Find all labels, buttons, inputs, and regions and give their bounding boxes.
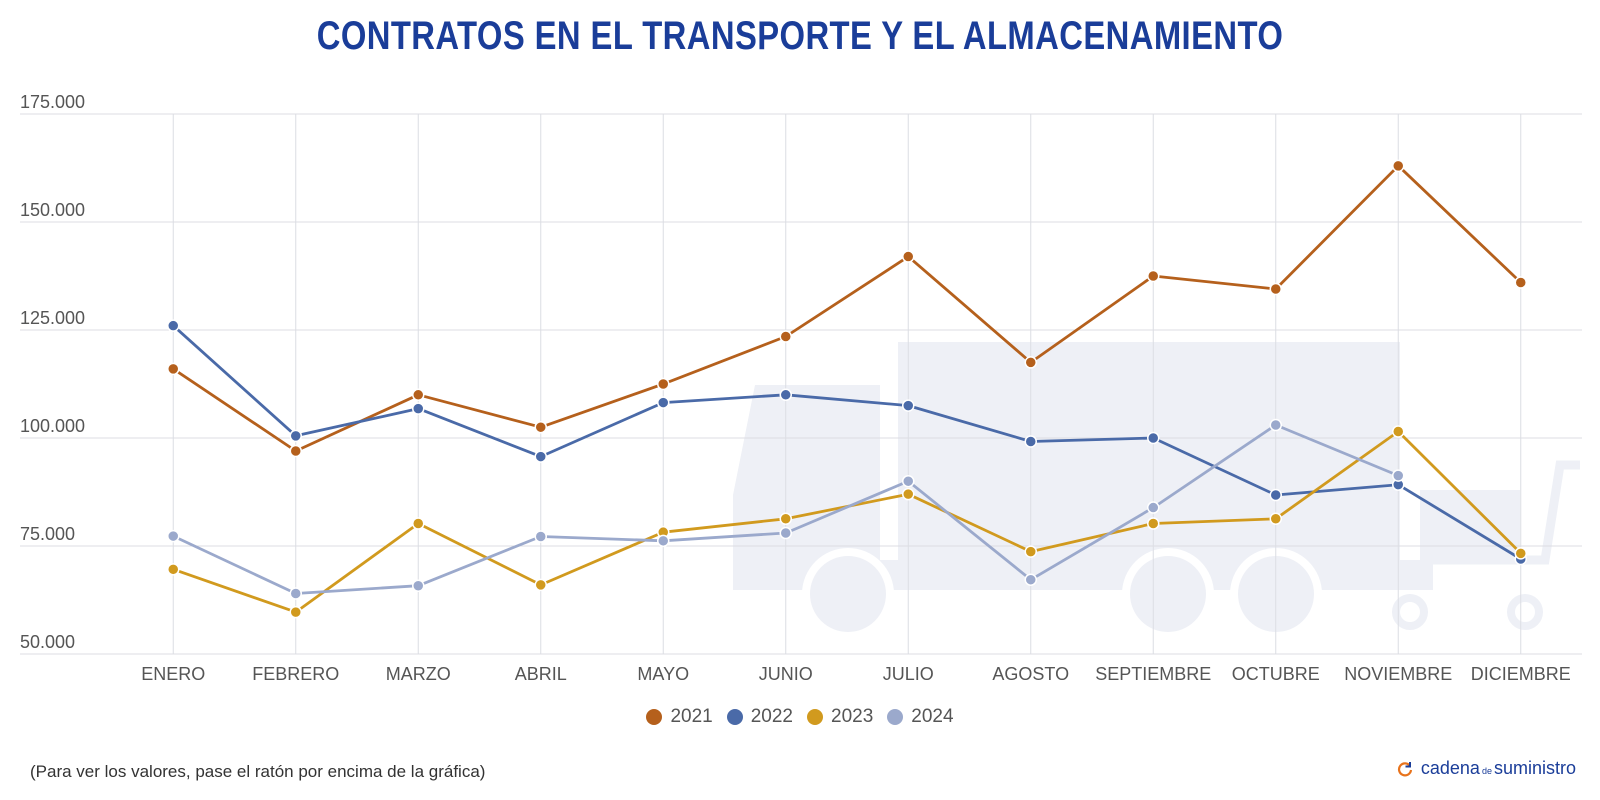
y-tick-label: 50.000 [20, 632, 75, 652]
data-point[interactable] [1269, 488, 1282, 502]
data-point[interactable] [1392, 159, 1405, 173]
y-tick-label: 100.000 [20, 416, 85, 436]
data-point[interactable] [779, 512, 792, 526]
data-point[interactable] [902, 487, 915, 501]
legend-item-2023[interactable]: 2023 [807, 706, 873, 728]
legend-marker [726, 709, 743, 725]
data-point[interactable] [657, 377, 670, 391]
data-point[interactable] [412, 517, 425, 530]
data-point[interactable] [1024, 573, 1037, 586]
y-tick-label: 125.000 [20, 308, 85, 328]
x-tick-label: MAYO [637, 664, 689, 684]
data-point[interactable] [657, 396, 670, 409]
legend-label: 2021 [670, 706, 713, 727]
legend-item-2022[interactable]: 2022 [726, 706, 793, 728]
data-point[interactable] [902, 250, 915, 263]
x-tick-label: ABRIL [515, 664, 567, 684]
data-point[interactable] [1514, 547, 1527, 560]
x-tick-label: JULIO [883, 664, 934, 684]
data-point[interactable] [779, 526, 792, 540]
data-point[interactable] [1024, 545, 1037, 558]
series-line[interactable] [172, 164, 1522, 453]
series-2024[interactable] [167, 418, 1405, 600]
data-point[interactable] [167, 529, 180, 543]
refresh-icon [1397, 761, 1412, 776]
data-point[interactable] [902, 399, 915, 412]
data-point[interactable] [902, 474, 915, 488]
data-point[interactable] [1269, 418, 1282, 432]
legend-label: 2024 [911, 706, 954, 727]
data-point[interactable] [779, 388, 792, 402]
brand-logo[interactable]: cadena de suministro [1397, 758, 1576, 779]
data-point[interactable] [534, 578, 547, 592]
data-point[interactable] [1147, 269, 1160, 283]
y-tick-label: 150.000 [20, 200, 85, 220]
data-point[interactable] [167, 362, 180, 376]
data-point[interactable] [1024, 435, 1037, 448]
y-tick-label: 175.000 [20, 92, 85, 112]
data-point[interactable] [289, 605, 302, 619]
legend-marker [887, 709, 904, 725]
legend-item-2024[interactable]: 2024 [887, 706, 954, 728]
x-axis: ENERO FEBRERO MARZO ABRIL MAYO JUNIO JULIO AGOS… [141, 664, 1571, 684]
series-2021[interactable] [167, 159, 1527, 458]
data-point[interactable] [534, 450, 547, 463]
series-line[interactable] [172, 324, 1522, 561]
data-point[interactable] [1024, 356, 1037, 369]
grid-lines [20, 113, 1582, 655]
data-point[interactable] [1269, 282, 1282, 296]
data-point[interactable] [657, 534, 670, 548]
footnote: (Para ver los valores, pase el ratón por… [30, 762, 486, 781]
brand-text-de: de [1481, 766, 1492, 776]
data-point[interactable] [167, 563, 180, 576]
data-point[interactable] [289, 587, 302, 600]
legend-label: 2022 [750, 706, 793, 727]
y-axis: 50.000 75.000 100.000 125.000 150.000 175.000 [20, 92, 85, 652]
data-point[interactable] [1514, 276, 1527, 289]
chart-title: CONTRATOS EN EL TRANSPORTE Y EL ALMACENA… [316, 14, 1284, 58]
data-point[interactable] [412, 402, 425, 415]
legend-label: 2023 [831, 706, 874, 727]
x-tick-label: NOVIEMBRE [1344, 664, 1452, 684]
data-point[interactable] [534, 420, 547, 434]
legend: 2021 2022 2023 2024 [0, 706, 1600, 728]
data-point[interactable] [1147, 501, 1160, 514]
series-group[interactable] [167, 159, 1527, 619]
x-tick-label: JUNIO [759, 664, 813, 684]
x-tick-label: FEBRERO [252, 664, 339, 684]
data-point[interactable] [779, 330, 792, 343]
legend-marker [646, 709, 663, 725]
data-point[interactable] [412, 579, 425, 592]
data-point[interactable] [1269, 512, 1282, 526]
truck-watermark-icon [733, 342, 1580, 640]
data-point[interactable] [1147, 517, 1160, 530]
data-point[interactable] [289, 444, 302, 458]
x-tick-label: DICIEMBRE [1471, 664, 1571, 684]
data-point[interactable] [167, 319, 180, 332]
series-2022[interactable] [167, 319, 1527, 566]
data-point[interactable] [412, 388, 425, 402]
x-tick-label: MARZO [386, 664, 451, 684]
x-tick-label: AGOSTO [992, 664, 1069, 684]
x-tick-label: SEPTIEMBRE [1095, 664, 1211, 684]
data-point[interactable] [1392, 425, 1405, 438]
legend-marker [807, 709, 823, 725]
data-point[interactable] [289, 429, 302, 443]
brand-text-suministro: suministro [1493, 758, 1576, 778]
data-point[interactable] [1147, 431, 1160, 445]
brand-text-cadena: cadena [1420, 758, 1480, 778]
x-tick-label: OCTUBRE [1232, 664, 1320, 684]
x-tick-label: ENERO [141, 664, 205, 684]
data-point[interactable] [1392, 469, 1405, 482]
data-point[interactable] [534, 530, 547, 543]
legend-item-2021[interactable]: 2021 [646, 706, 713, 728]
y-tick-label: 75.000 [20, 524, 75, 544]
